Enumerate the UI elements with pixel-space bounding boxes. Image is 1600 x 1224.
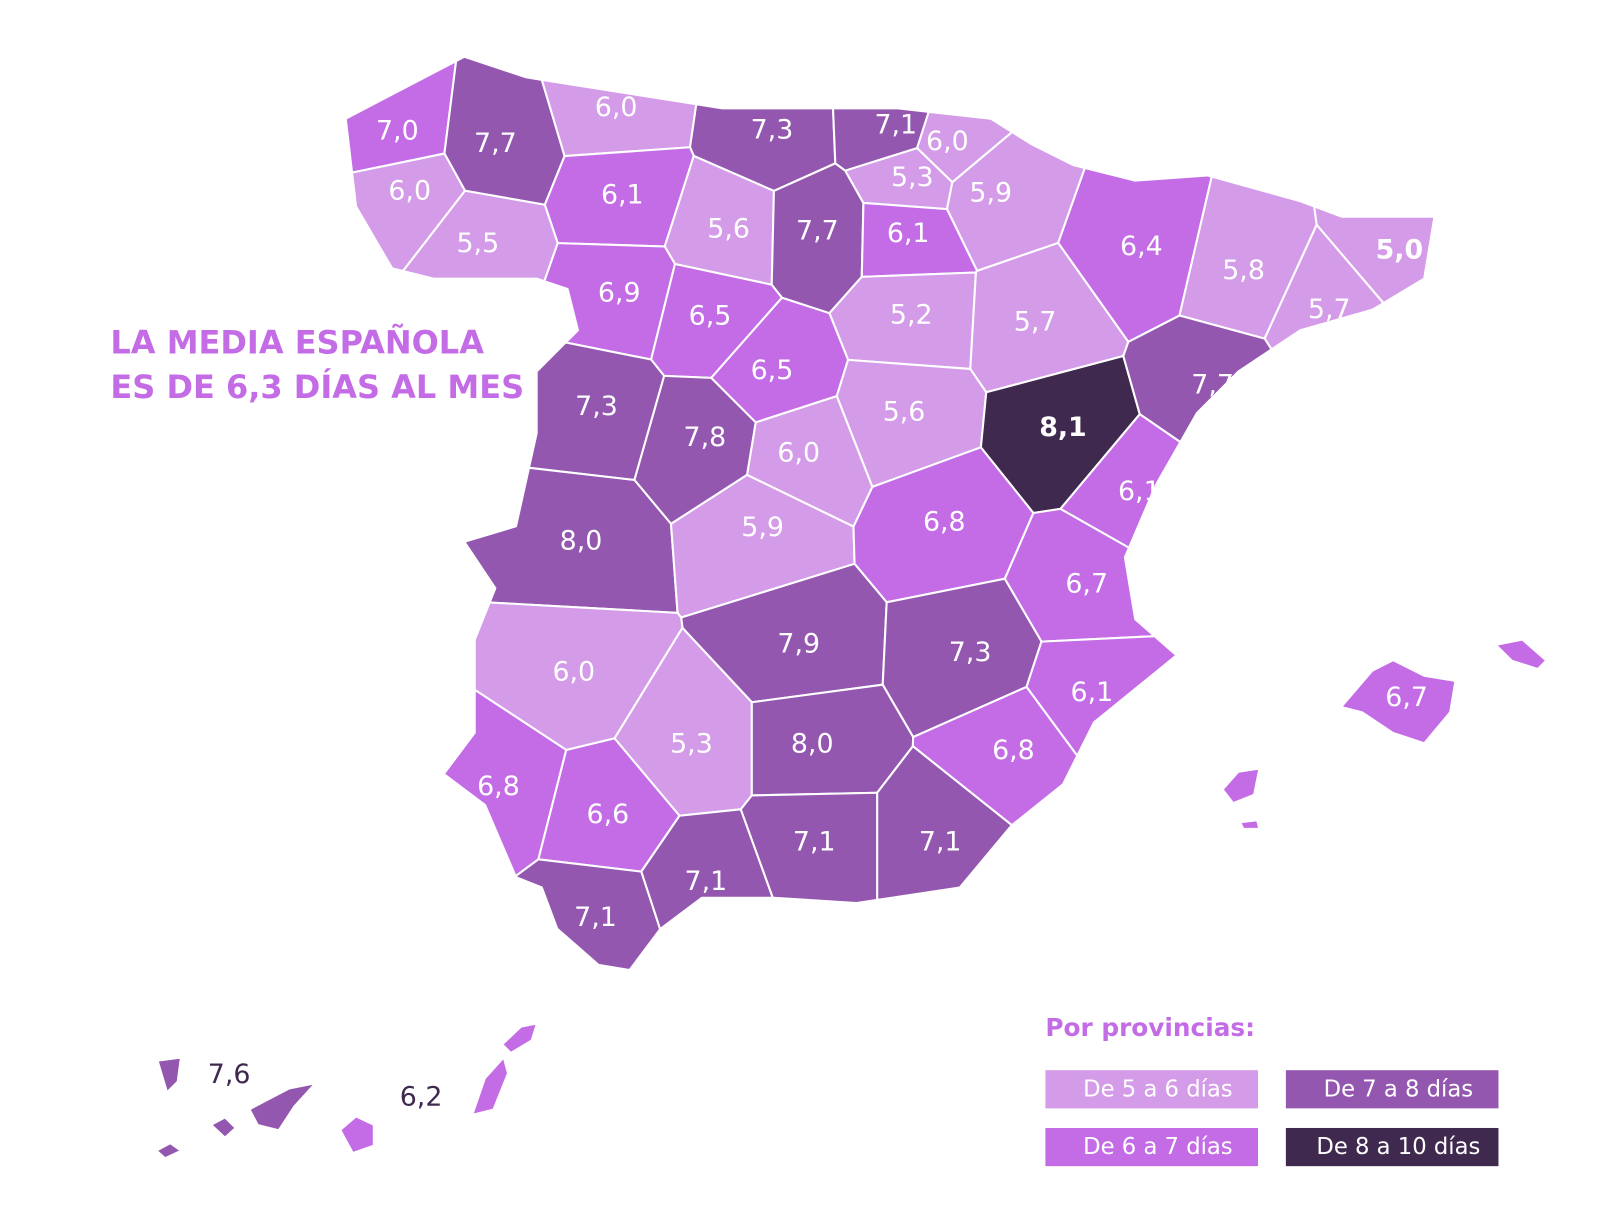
province-label: 7,3 [575,391,618,422]
province-label: 6,6 [587,799,630,830]
province-label: 6,5 [751,355,794,386]
province [876,745,1013,901]
province [1122,314,1273,444]
island [155,1142,183,1159]
island [210,1116,237,1139]
province [401,189,559,283]
province [514,858,662,972]
province-label: 6,9 [598,278,641,309]
province-label: 7,1 [574,902,617,933]
legend-label: De 6 a 7 días [1083,1134,1232,1160]
island [339,1115,375,1154]
province-label: 7,1 [793,827,836,858]
province-label: 6,8 [477,771,520,802]
province-label: 7,7 [474,128,517,159]
legend-label: De 5 a 6 días [1083,1076,1232,1102]
province-label: 5,3 [891,162,934,193]
legend-label: De 7 a 8 días [1324,1076,1473,1102]
island [1340,659,1457,744]
province-label: 7,3 [949,637,992,668]
province-label: 7,1 [919,827,962,858]
province-label: 6,1 [601,180,644,211]
province-label: 6,1 [1071,677,1114,708]
province-label: 6,5 [689,300,732,331]
island [1494,639,1548,670]
province-label: 6,4 [1120,231,1163,262]
legend-label: De 8 a 10 días [1316,1134,1480,1160]
legend-swatch [1045,1127,1259,1167]
province-label: 7,7 [1191,369,1234,400]
province-label: 7,8 [684,422,727,453]
province-label: 5,7 [1014,307,1057,338]
island [1221,767,1261,804]
province-label: 8,1 [1039,412,1087,443]
province-label: 6,0 [552,656,595,687]
legend-swatch [1285,1070,1499,1109]
island [1239,819,1261,830]
province-label: 6,8 [923,507,966,538]
province-label: 6,1 [1118,476,1161,507]
legend-swatch [1285,1127,1499,1167]
province-label: 5,9 [969,178,1012,209]
headline: ES DE 6,3 DÍAS AL MES [110,368,524,406]
province-label: 5,2 [890,299,933,330]
province-label: 7,3 [751,115,794,146]
island [471,1056,509,1116]
headline: LA MEDIA ESPAÑOLA [110,324,484,362]
island [248,1082,317,1131]
province-label: 7,9 [777,628,820,659]
province-label: 6,0 [777,438,820,469]
map-body: LA MEDIA ESPAÑOLA ES DE 6,3 DÍAS AL MES … [110,55,1548,1167]
legend-swatch [1045,1070,1259,1109]
island [156,1056,182,1094]
province-label: 7,7 [796,216,839,247]
province-label: 8,0 [791,729,834,760]
province-label: 5,0 [1376,234,1424,265]
province-label: 5,5 [456,228,499,259]
province-label: 6,1 [887,218,930,249]
legend-title: Por provincias: [1045,1013,1255,1042]
province-label: 5,7 [1308,294,1351,325]
province-label: 5,3 [670,729,713,760]
province-label: 8,0 [560,525,603,556]
province-label: 6,0 [595,92,638,123]
province-label: 5,6 [707,214,750,245]
island-label: 6,7 [1385,682,1428,713]
island-label: 7,6 [208,1059,251,1090]
province-label: 6,7 [1065,569,1108,600]
island-label: 6,2 [400,1082,443,1113]
province-label: 7,0 [376,116,419,147]
province-label: 6,0 [926,126,969,157]
island [501,1022,538,1054]
province-label: 5,8 [1222,255,1265,286]
province-label: 6,0 [388,175,431,206]
province-label: 6,8 [992,735,1035,766]
province-label: 5,9 [741,512,784,543]
province-label: 7,1 [874,109,917,140]
province-label: 7,1 [685,866,728,897]
province-label: 5,6 [883,396,926,427]
